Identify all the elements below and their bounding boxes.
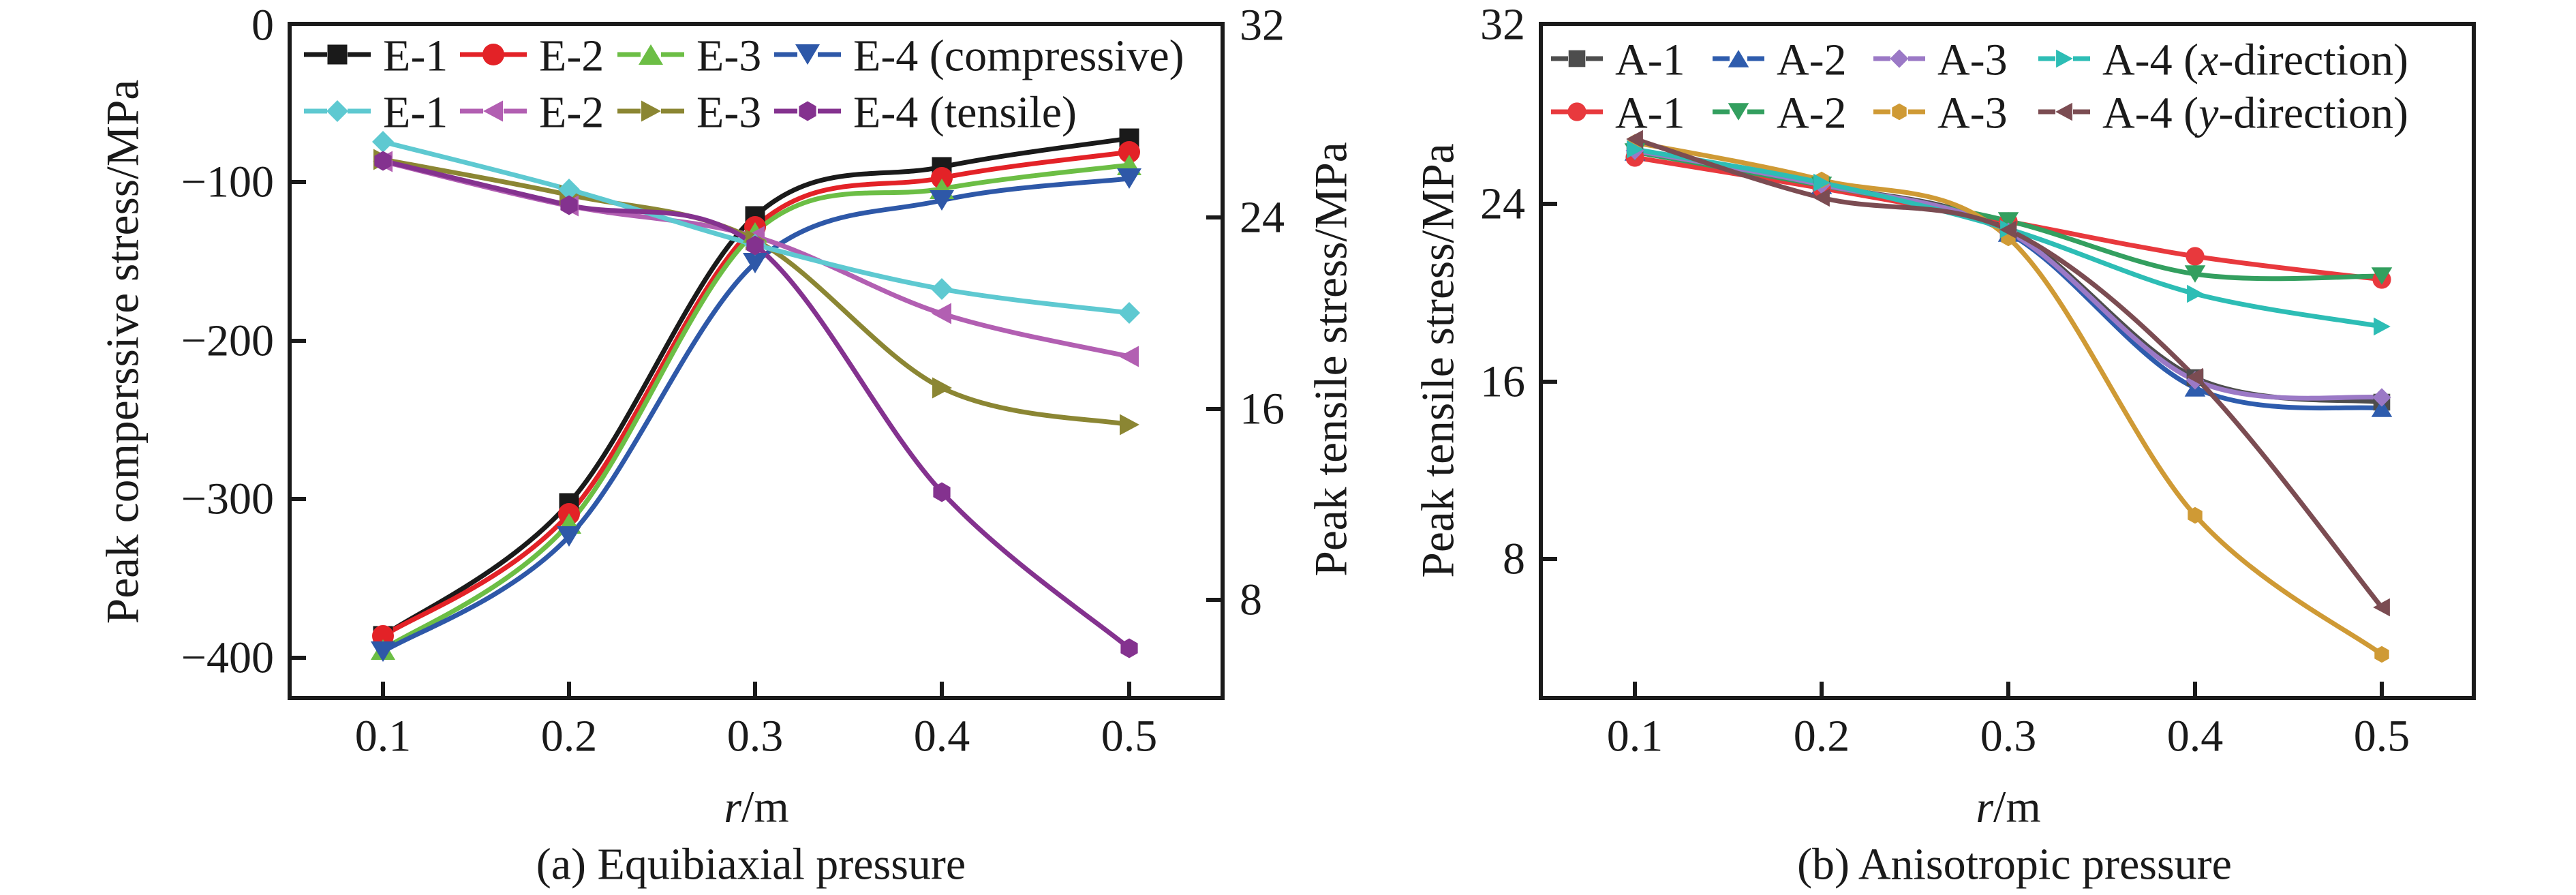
svg-text:A-2: A-2 xyxy=(1777,35,1847,85)
svg-text:Peak tensile stress/MPa: Peak tensile stress/MPa xyxy=(1306,142,1357,576)
svg-text:E-1: E-1 xyxy=(383,88,448,138)
svg-text:E-1: E-1 xyxy=(383,31,448,81)
svg-text:16: 16 xyxy=(1480,357,1525,407)
svg-text:8: 8 xyxy=(1240,575,1262,625)
svg-text:0.4: 0.4 xyxy=(914,712,970,761)
svg-text:(a) Equibiaxial pressure: (a) Equibiaxial pressure xyxy=(536,840,966,890)
svg-text:A-4 (x-direction): A-4 (x-direction) xyxy=(2102,35,2408,85)
svg-text:16: 16 xyxy=(1240,384,1285,434)
svg-text:r/m: r/m xyxy=(724,783,788,832)
svg-text:E-3: E-3 xyxy=(696,31,761,81)
svg-text:E-4 (compressive): E-4 (compressive) xyxy=(853,31,1184,81)
svg-text:0: 0 xyxy=(251,1,274,50)
svg-text:0.5: 0.5 xyxy=(1101,712,1158,761)
svg-text:A-3: A-3 xyxy=(1937,35,2008,85)
svg-text:0.1: 0.1 xyxy=(355,712,412,761)
svg-text:−200: −200 xyxy=(181,316,274,366)
svg-text:E-3: E-3 xyxy=(696,88,761,138)
svg-text:−100: −100 xyxy=(181,157,274,207)
svg-text:A-4 (y-direction): A-4 (y-direction) xyxy=(2102,89,2408,138)
svg-text:A-3: A-3 xyxy=(1937,89,2008,138)
svg-text:A-1: A-1 xyxy=(1615,35,1685,85)
svg-text:Peak tensile stress/MPa: Peak tensile stress/MPa xyxy=(1413,143,1464,577)
svg-text:E-4 (tensile): E-4 (tensile) xyxy=(853,88,1077,138)
svg-text:r/m: r/m xyxy=(1976,783,2040,832)
svg-text:0.2: 0.2 xyxy=(1794,712,1850,761)
svg-text:0.2: 0.2 xyxy=(541,712,598,761)
svg-text:Peak comperssive stress/MPa: Peak comperssive stress/MPa xyxy=(97,80,149,624)
svg-text:32: 32 xyxy=(1480,0,1525,50)
svg-text:24: 24 xyxy=(1240,193,1285,243)
svg-text:A-1: A-1 xyxy=(1615,89,1685,138)
svg-text:0.4: 0.4 xyxy=(2167,712,2224,761)
svg-text:A-2: A-2 xyxy=(1777,89,1847,138)
svg-text:32: 32 xyxy=(1240,1,1285,50)
svg-text:(b) Anisotropic pressure: (b) Anisotropic pressure xyxy=(1797,840,2232,890)
svg-text:0.5: 0.5 xyxy=(2354,712,2410,761)
svg-text:E-2: E-2 xyxy=(539,88,604,138)
svg-text:−300: −300 xyxy=(181,474,274,524)
svg-text:0.1: 0.1 xyxy=(1607,712,1663,761)
svg-text:24: 24 xyxy=(1480,179,1525,229)
svg-text:8: 8 xyxy=(1503,534,1525,584)
svg-text:0.3: 0.3 xyxy=(727,712,784,761)
svg-text:E-2: E-2 xyxy=(539,31,604,81)
svg-text:−400: −400 xyxy=(181,633,274,683)
svg-text:0.3: 0.3 xyxy=(1980,712,2037,761)
